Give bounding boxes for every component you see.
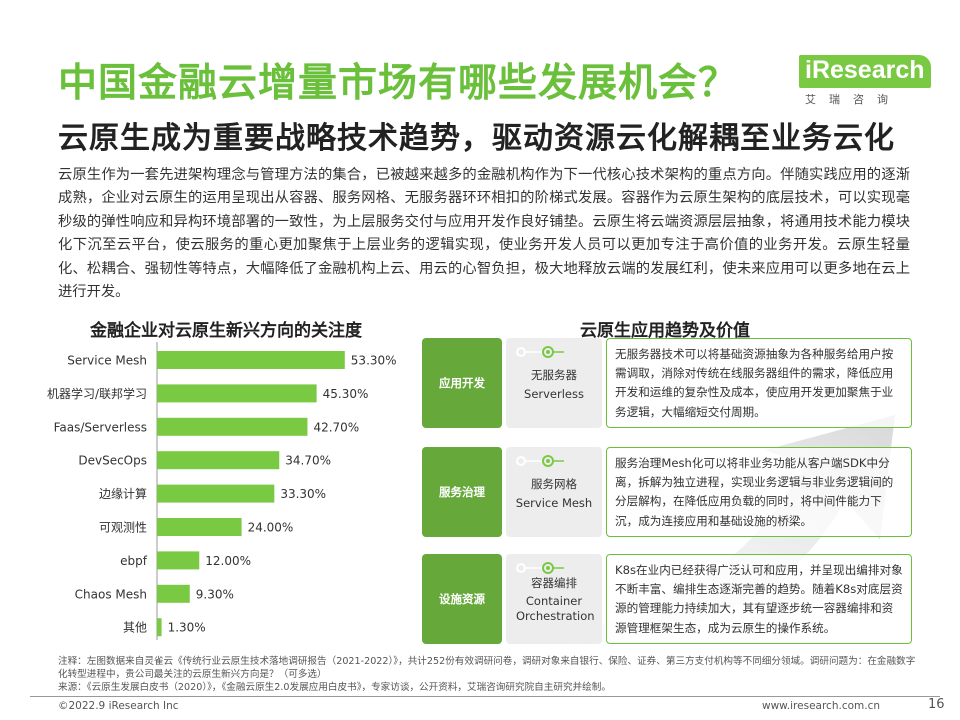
trends-title: 云原生应用趋势及价值 xyxy=(580,321,750,341)
trend-row-label: 服务治理 xyxy=(422,447,502,537)
category-tick-label: ebpf xyxy=(120,554,148,568)
trend-name-cn: 容器编排 xyxy=(531,576,577,590)
page-subtitle: 云原生成为重要战略技术趋势，驱动资源云化解耦至业务云化 xyxy=(58,121,895,156)
bar xyxy=(157,417,308,436)
bar-value-label: 12.00% xyxy=(205,554,251,568)
trend-row-tech: 容器编排 Container Orchestration xyxy=(506,554,602,644)
trend-row-label: 应用开发 xyxy=(422,338,502,428)
bar-value-label: 34.70% xyxy=(285,454,331,468)
attention-bar-chart: Service Mesh 53.30% 机器学习/联邦学习 45.30% Faas/Se… xyxy=(47,342,397,640)
category-tick-label: Faas/Serverless xyxy=(54,420,147,434)
plug-connector-icon xyxy=(516,346,564,358)
trend-description: K8s在业内已经获得广泛认可和应用，并呈现出编排对象不断丰富、编排生态逐渐完善的… xyxy=(606,554,912,644)
bar xyxy=(157,618,162,637)
bar xyxy=(157,384,317,403)
bar-value-label: 24.00% xyxy=(248,521,294,535)
trend-name-cn: 无服务器 xyxy=(531,368,577,382)
category-tick-label: 其他 xyxy=(123,621,147,635)
plug-connector-icon xyxy=(516,562,564,574)
iresearch-logo: iResearch 艾瑞咨询 xyxy=(795,55,931,107)
trend-name-cn: 服务网格 xyxy=(531,477,577,491)
category-tick-label: 可观测性 xyxy=(99,521,147,535)
notes-line-1: 注释：左图数据来自灵雀云《传统行业云原生技术落地调研报告（2021-2022）》… xyxy=(58,656,916,680)
notes-line-2: 来源：《云原生发展白皮书（2020）》，《金融云原生2.0发展应用白皮书》，专家… xyxy=(58,681,611,693)
footer-url[interactable]: www.iresearch.com.cn xyxy=(762,700,881,712)
trend-description: 服务治理Mesh化可以将非业务功能从客户端SDK中分离，拆解为独立进程，实现业务… xyxy=(606,447,912,537)
trend-name-en: Serverless xyxy=(524,387,584,401)
trend-row-service-mesh: 服务治理 服务网格 Service Mesh 服务治理Mesh化可以将非业务功能… xyxy=(422,447,912,537)
trend-row-container: 设施资源 容器编排 Container Orchestration K8s在业内… xyxy=(422,554,912,644)
trend-row-tech: 服务网格 Service Mesh xyxy=(506,447,602,537)
bar xyxy=(157,451,280,470)
category-tick-label: Service Mesh xyxy=(67,354,147,368)
chart-title: 金融企业对云原生新兴方向的关注度 xyxy=(90,321,362,341)
bar-value-label: 45.30% xyxy=(323,387,369,401)
trend-name-en: Container Orchestration xyxy=(516,594,595,623)
logo-subtitle: 艾瑞咨询 xyxy=(805,93,901,106)
footer-divider xyxy=(30,696,940,697)
page-title: 中国金融云增量市场有哪些发展机会？ xyxy=(58,61,739,106)
bar-value-label: 42.70% xyxy=(313,420,359,434)
bar-value-label: 9.30% xyxy=(196,587,234,601)
bar xyxy=(157,518,242,536)
bar-value-label: 53.30% xyxy=(351,354,397,368)
trend-row-serverless: 应用开发 无服务器 Serverless 无服务器技术可以将基础资源抽象为各种服… xyxy=(422,338,912,428)
logo-wordmark: iResearch xyxy=(799,55,931,88)
bar xyxy=(157,584,190,603)
bar-value-label: 33.30% xyxy=(280,487,326,501)
notes: 注释：左图数据来自灵雀云《传统行业云原生技术落地调研报告（2021-2022）》… xyxy=(58,656,918,694)
trend-description: 无服务器技术可以将基础资源抽象为各种服务给用户按需调取，消除对传统在线服务器组件… xyxy=(606,338,912,428)
page-number: 16 xyxy=(928,697,945,712)
footer-copyright: ©2022.9 iResearch Inc xyxy=(58,700,179,712)
trend-row-label: 设施资源 xyxy=(422,554,502,644)
category-tick-label: 机器学习/联邦学习 xyxy=(47,386,147,401)
bar xyxy=(157,551,200,570)
bar-value-label: 1.30% xyxy=(168,621,206,635)
bar xyxy=(157,351,345,369)
trend-row-tech: 无服务器 Serverless xyxy=(506,338,602,428)
intro-paragraph: 云原生作为一套先进架构理念与管理方法的集合，已被越来越多的金融机构作为下一代核心… xyxy=(58,167,910,301)
trend-name-en: Service Mesh xyxy=(515,496,593,510)
plug-connector-icon xyxy=(516,455,564,467)
bar xyxy=(157,484,275,503)
category-tick-label: DevSecOps xyxy=(78,454,147,468)
category-tick-label: Chaos Mesh xyxy=(75,587,147,601)
category-tick-label: 边缘计算 xyxy=(99,486,147,501)
